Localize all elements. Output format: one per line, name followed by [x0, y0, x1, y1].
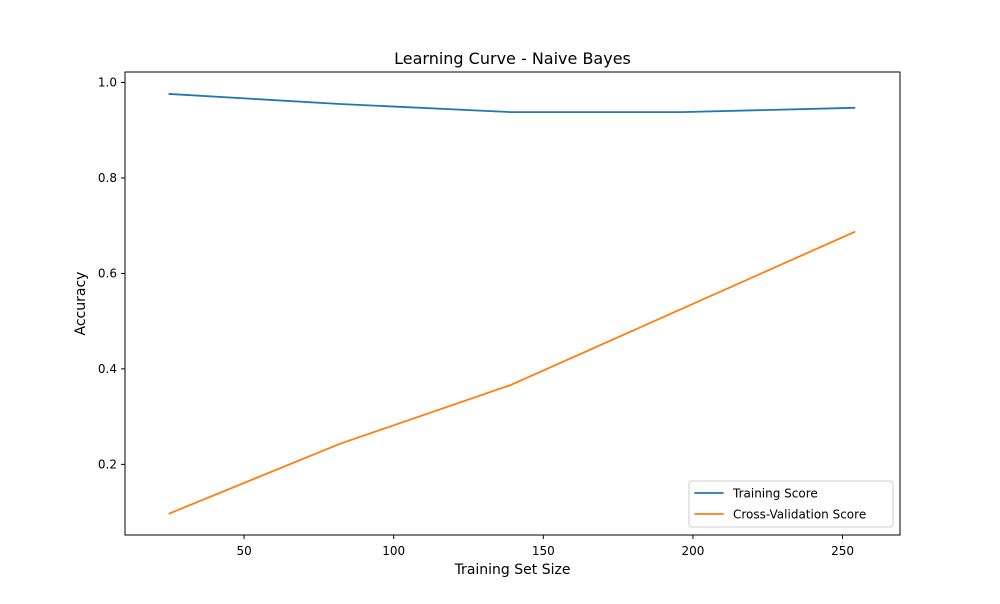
y-tick-label: 0.6 [98, 266, 117, 280]
plot-area [124, 71, 901, 536]
y-tick-label: 0.2 [98, 457, 117, 471]
cross-validation-score-line [168, 231, 856, 515]
x-tick-label: 200 [681, 544, 704, 558]
y-axis-label: Accuracy [73, 272, 89, 336]
legend: Training Score Cross-Validation Score [688, 480, 894, 528]
legend-training-score-label: Training Score [732, 487, 818, 501]
x-tick-label: 100 [382, 544, 405, 558]
y-tick-label: 0.8 [98, 171, 117, 185]
x-tick-label: 50 [236, 544, 251, 558]
chart-title: Learning Curve - Naive Bayes [394, 49, 631, 68]
x-axis-label: Training Set Size [454, 562, 571, 578]
y-axis: 0.2 0.4 0.6 0.8 1.0 [98, 76, 125, 471]
legend-box [688, 480, 894, 528]
series-layer [168, 93, 856, 515]
y-tick-label: 0.4 [98, 362, 117, 376]
training-score-line [168, 93, 856, 113]
x-tick-label: 250 [831, 544, 854, 558]
x-axis: 50 100 150 200 250 [236, 535, 854, 558]
y-tick-label: 1.0 [98, 76, 117, 90]
legend-cross-validation-score-label: Cross-Validation Score [733, 508, 866, 522]
x-tick-label: 150 [532, 544, 555, 558]
plot-frame [124, 71, 901, 536]
